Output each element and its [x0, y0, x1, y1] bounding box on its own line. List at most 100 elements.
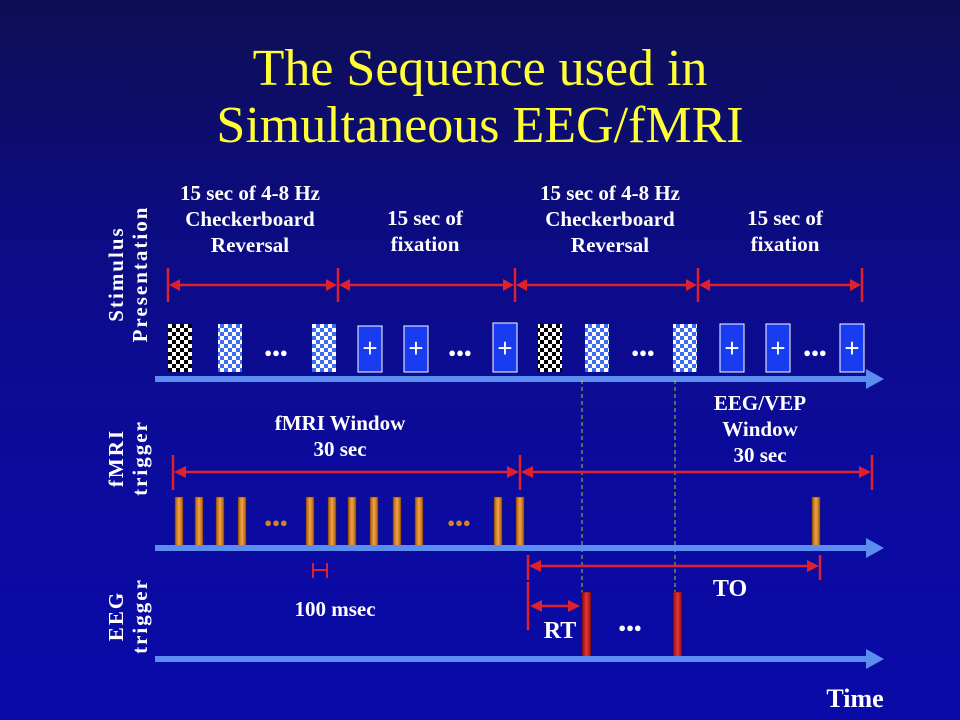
- period-3-line3: Reversal: [570, 233, 650, 257]
- period-1-line1: 15 sec of 4-8 Hz: [180, 181, 320, 205]
- checker-block-bw-1: [168, 324, 192, 372]
- pulse-width-text: 100 msec: [294, 597, 376, 621]
- fixation-cross-3: +: [497, 333, 512, 363]
- to-arrowhead-l: [529, 560, 541, 572]
- stimulus-timeline: [155, 369, 884, 389]
- stim-arrowhead-4r: [850, 279, 861, 291]
- fixation-crosses: + + + + + +: [362, 333, 859, 363]
- fixation-block-4: [719, 323, 745, 373]
- fixation-block-5: [765, 323, 791, 373]
- fmri-pulse-8: [369, 496, 379, 548]
- stimulus-timeline-bar: [155, 376, 867, 382]
- eeg-pulse-2: [672, 591, 683, 659]
- fixation-block-6: [839, 323, 865, 373]
- eeg-window-arrowhead-l: [521, 466, 533, 478]
- fmri-pulse-6: [327, 496, 337, 548]
- title-line-1: The Sequence used in: [252, 40, 708, 97]
- eeg-timeline-arrowhead: [866, 649, 884, 669]
- pulse-width-label: 100 msec: [270, 596, 400, 622]
- stimulus-blocks: [168, 322, 865, 373]
- title-line-2: Simultaneous EEG/fMRI: [216, 97, 744, 154]
- ellipsis-fmri-2: ●●●: [447, 515, 471, 530]
- stimulus-timeline-arrowhead: [866, 369, 884, 389]
- fixation-block-2: [403, 325, 429, 373]
- fmri-window-line2: 30 sec: [313, 437, 367, 461]
- stim-arrowhead-1r: [326, 279, 337, 291]
- period-4-line2: fixation: [750, 232, 820, 256]
- fmri-window-arrows: [171, 455, 874, 490]
- eeg-window-arrowhead-r: [859, 466, 871, 478]
- pulse-width-marker: [312, 563, 328, 578]
- rt-arrowhead-r: [568, 600, 580, 612]
- period-2-line1: 15 sec of: [387, 206, 463, 230]
- fmri-pulse-7: [347, 496, 357, 548]
- stimulus-ellipses: ●●● ●●● ●●● ●●●: [264, 345, 827, 360]
- stim-arrowhead-3l: [516, 279, 527, 291]
- fmri-window-label: fMRI Window 30 sec: [240, 410, 440, 462]
- period-label-fixation-1: 15 sec of fixation: [340, 205, 510, 257]
- eeg-pulse-1: [581, 591, 592, 659]
- checker-block-blue-1: [218, 324, 242, 372]
- ellipsis-stim-4: ●●●: [803, 345, 827, 360]
- time-text: Time: [826, 684, 884, 713]
- stim-arrowhead-1l: [169, 279, 180, 291]
- fmri-arrowhead-r: [507, 466, 519, 478]
- stim-arrowhead-4l: [699, 279, 710, 291]
- rt-arrowhead-l: [530, 600, 542, 612]
- fmri-pulse-3: [215, 496, 225, 548]
- checker-block-blue-3: [585, 324, 609, 372]
- ellipsis-stim-1: ●●●: [264, 345, 288, 360]
- fixation-cross-5: +: [770, 333, 785, 363]
- eeg-timeline-bar: [155, 656, 867, 662]
- fixation-cross-6: +: [844, 333, 859, 363]
- period-2-line2: fixation: [390, 232, 460, 256]
- fmri-pulse-9: [392, 496, 402, 548]
- fmri-pulse-2: [194, 496, 204, 548]
- to-label: TO: [705, 576, 755, 602]
- fmri-pulse-1: [174, 496, 184, 548]
- eeg-window-line1: EEG/VEP: [713, 391, 807, 415]
- fixation-block-1: [357, 325, 383, 373]
- period-3-line1: 15 sec of 4-8 Hz: [540, 181, 680, 205]
- slide-title: The Sequence used in Simultaneous EEG/fM…: [0, 40, 960, 154]
- fmri-pulse-4: [237, 496, 247, 548]
- rt-interval-arrow: [526, 582, 580, 630]
- stim-arrowhead-2l: [339, 279, 350, 291]
- fmri-window-line1: fMRI Window: [274, 411, 406, 435]
- fmri-pulse-5: [305, 496, 315, 548]
- fixation-cross-2: +: [408, 333, 423, 363]
- checker-block-blue-4: [673, 324, 697, 372]
- ellipsis-eeg: ●●●: [618, 620, 642, 635]
- rt-text: RT: [543, 618, 577, 644]
- fmri-pulse-10: [414, 496, 424, 548]
- time-axis-label: Time: [810, 684, 900, 714]
- period-label-checkerboard-2: 15 sec of 4-8 Hz Checkerboard Reversal: [510, 180, 710, 258]
- rt-label: RT: [535, 618, 585, 644]
- fmri-pulse-13: [811, 496, 821, 548]
- fmri-timeline: [155, 538, 884, 558]
- fmri-timeline-arrowhead: [866, 538, 884, 558]
- stim-arrowhead-2r: [503, 279, 514, 291]
- fixation-cross-4: +: [724, 333, 739, 363]
- to-text: TO: [712, 576, 748, 602]
- period-label-fixation-2: 15 sec of fixation: [700, 205, 870, 257]
- period-1-line3: Reversal: [210, 233, 290, 257]
- period-label-checkerboard-1: 15 sec of 4-8 Hz Checkerboard Reversal: [150, 180, 350, 258]
- fmri-pulse-11: [493, 496, 503, 548]
- checker-block-blue-2: [312, 324, 336, 372]
- eeg-timeline: [155, 649, 884, 669]
- fmri-ellipses: ●●● ●●●: [264, 515, 471, 530]
- period-1-line2: Checkerboard: [185, 207, 315, 231]
- eeg-window-line2: Window: [722, 417, 798, 441]
- to-arrowhead-r: [807, 560, 819, 572]
- fixation-block-3: [492, 322, 518, 373]
- fmri-arrowhead-l: [174, 466, 186, 478]
- eeg-window-line3: 30 sec: [733, 443, 787, 467]
- to-interval-arrow: [526, 555, 822, 580]
- ellipsis-stim-3: ●●●: [631, 345, 655, 360]
- checker-block-bw-2: [538, 324, 562, 372]
- dashed-markers: [581, 380, 676, 598]
- ellipsis-stim-2: ●●●: [448, 345, 472, 360]
